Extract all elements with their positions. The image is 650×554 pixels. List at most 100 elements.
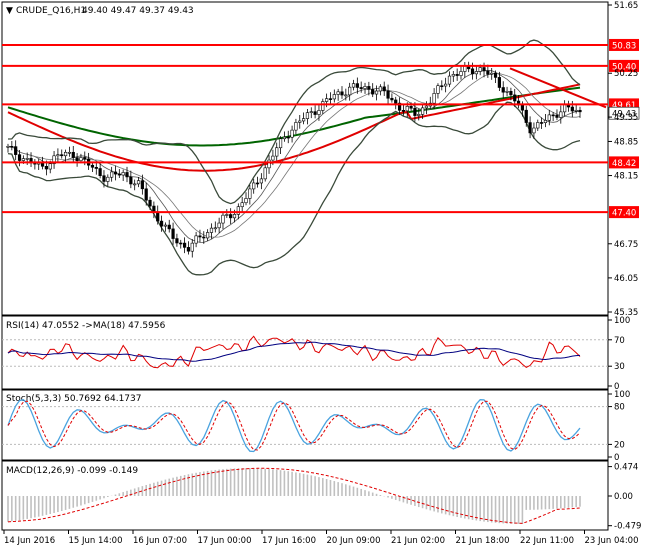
candle-body bbox=[432, 93, 436, 104]
candle-body bbox=[94, 166, 98, 169]
rsi-ma-line bbox=[7, 341, 581, 362]
candle-body bbox=[171, 228, 175, 239]
bollinger-upper bbox=[7, 39, 581, 205]
level-tag-label: 49.61 bbox=[612, 101, 636, 111]
candle-body bbox=[125, 172, 129, 178]
candle-body bbox=[543, 120, 548, 123]
bollinger-lower bbox=[7, 101, 581, 276]
time-tick-label: 15 Jun 14:00 bbox=[69, 536, 123, 546]
rsi-panel-frame bbox=[1, 315, 609, 390]
candle-body bbox=[79, 157, 83, 161]
candle-body bbox=[405, 105, 409, 112]
horizontal-levels: 50.83 50.40 49.61 48.42 47.40 49.43 bbox=[2, 38, 640, 219]
candle-body bbox=[536, 122, 540, 129]
candle-body bbox=[447, 75, 452, 85]
rsi-line bbox=[7, 335, 581, 369]
candle-body bbox=[555, 114, 559, 118]
candle-body bbox=[106, 176, 110, 182]
candle-body bbox=[229, 214, 233, 219]
time-tick-label: 20 Jun 09:00 bbox=[327, 536, 381, 546]
level-tag-bg bbox=[609, 59, 639, 72]
stoch-tick-label: 80 bbox=[614, 403, 625, 413]
macd-tick-label: -0.479 bbox=[614, 522, 641, 532]
candle-body bbox=[206, 232, 210, 239]
candle-body bbox=[255, 182, 260, 185]
main-plot bbox=[6, 39, 607, 276]
candle-body bbox=[90, 164, 95, 168]
candle-body bbox=[71, 151, 75, 158]
candle-body bbox=[497, 77, 501, 88]
candle-body bbox=[221, 214, 225, 224]
candle-body bbox=[409, 105, 413, 109]
candle-body bbox=[278, 138, 283, 149]
candle-body bbox=[286, 136, 290, 139]
candle-body bbox=[390, 97, 394, 101]
candle-body bbox=[63, 151, 68, 157]
candle-body bbox=[248, 188, 252, 199]
candle-body bbox=[328, 98, 333, 100]
candle-body bbox=[110, 171, 114, 178]
candle-body bbox=[394, 99, 398, 104]
candle-body bbox=[301, 118, 306, 122]
candle-body bbox=[175, 238, 179, 244]
price-tick-label: 49.35 bbox=[614, 113, 638, 123]
candle-body bbox=[340, 91, 344, 96]
candle-body bbox=[417, 114, 421, 116]
candle-body bbox=[179, 242, 183, 245]
candle-body bbox=[6, 146, 10, 148]
candle-body bbox=[75, 157, 79, 161]
time-axis: 14 Jun 2016 15 Jun 14:00 16 Jun 07:00 17 Ju… bbox=[3, 530, 639, 546]
candle-body bbox=[355, 83, 359, 88]
chart-title-arrow: ▼ bbox=[6, 6, 13, 16]
macd-plot: 0.474 0.00 -0.479 bbox=[7, 463, 641, 532]
candle-body bbox=[421, 107, 425, 115]
candle-body bbox=[325, 98, 329, 102]
candle-body bbox=[282, 136, 287, 140]
candle-body bbox=[136, 180, 141, 185]
candle-body bbox=[440, 85, 444, 88]
candle-body bbox=[213, 227, 217, 230]
candle-body bbox=[317, 110, 321, 115]
candle-body bbox=[167, 224, 171, 230]
ohlc-readout: 49.40 49.47 49.37 49.43 bbox=[82, 6, 194, 16]
level-price-tag: 50.40 bbox=[609, 59, 639, 72]
level-price-tag: 47.40 bbox=[609, 206, 639, 219]
candle-body bbox=[102, 175, 106, 182]
candle-body bbox=[378, 86, 382, 92]
candle-body bbox=[348, 86, 352, 96]
level-price-tag: 50.83 bbox=[609, 38, 639, 51]
candle-body bbox=[413, 107, 417, 116]
candle-body bbox=[570, 106, 574, 112]
candle-body bbox=[444, 83, 448, 87]
candle-body bbox=[244, 198, 248, 204]
stoch-tick-label: 20 bbox=[614, 440, 625, 450]
candle-body bbox=[493, 72, 498, 78]
candle-body bbox=[397, 102, 402, 111]
price-tick-label: 46.75 bbox=[614, 240, 638, 250]
time-tick-label: 17 Jun 00:00 bbox=[198, 536, 252, 546]
candle-body bbox=[401, 109, 406, 112]
candle-body bbox=[482, 67, 486, 72]
candle-body bbox=[21, 158, 25, 161]
candle-body bbox=[294, 122, 298, 131]
candle-body bbox=[559, 111, 563, 118]
rsi-tick-label: 70 bbox=[614, 336, 625, 346]
current-price-bg bbox=[608, 106, 640, 120]
candle-body bbox=[121, 172, 125, 176]
price-axis: 51.65 50.25 49.35 48.85 48.15 46.75 46.05 45.35 bbox=[608, 1, 638, 318]
candle-body bbox=[505, 90, 509, 93]
time-tick-label: 16 Jun 07:00 bbox=[133, 536, 187, 546]
level-tag-label: 47.40 bbox=[612, 209, 636, 219]
trend-line bbox=[509, 67, 607, 109]
candle-body bbox=[298, 120, 302, 123]
candle-body bbox=[133, 183, 137, 186]
candle-body bbox=[478, 67, 482, 72]
stoch-tick-label: 100 bbox=[614, 390, 630, 400]
candle-body bbox=[351, 83, 356, 88]
level-tag-label: 48.42 bbox=[612, 159, 636, 169]
candle-body bbox=[129, 176, 133, 185]
candle-body bbox=[363, 86, 367, 89]
candle-body bbox=[163, 224, 167, 227]
